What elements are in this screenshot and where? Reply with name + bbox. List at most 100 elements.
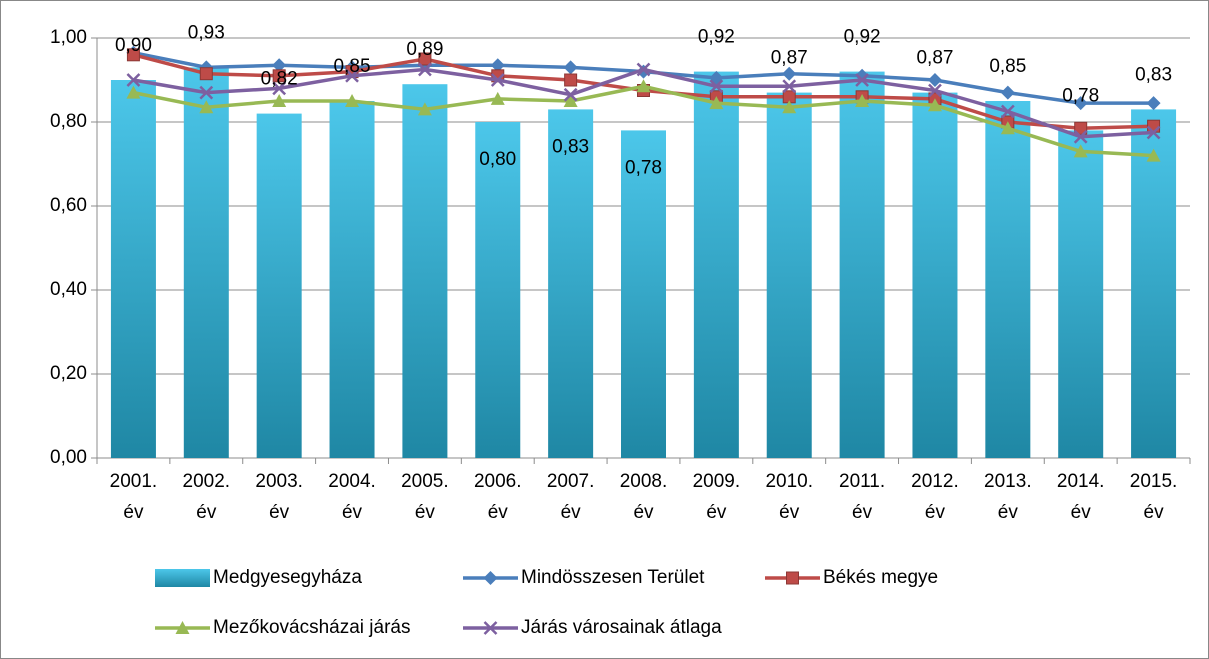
marker [1146,125,1161,140]
marker [490,91,505,105]
marker [636,62,651,77]
data-label: 0,80 [479,149,516,170]
y-tick-label: 0,00 [50,447,87,468]
marker [345,94,360,107]
data-label: 0,90 [115,35,152,56]
data-label: 0,78 [1062,85,1099,106]
y-tick-label: 1,00 [50,27,87,48]
bar [548,109,594,459]
marker [563,87,578,102]
bar [329,101,375,458]
marker [782,100,797,114]
marker [927,98,942,112]
marker [272,94,287,107]
legend-label: Mindösszesen Terület [521,567,705,588]
bar [839,71,885,458]
marker [418,62,432,77]
marker [1074,121,1088,135]
marker [709,96,724,110]
data-label: 0,89 [406,39,443,60]
legend-label: Békés megye [823,567,938,588]
bar [256,113,302,458]
bar [183,67,229,459]
marker [1146,148,1161,162]
data-label: 0,83 [1135,64,1172,85]
marker [1146,96,1161,111]
legend-label: Medgyesegyháza [213,567,362,588]
data-label: 0,82 [261,69,298,90]
data-label: 0,83 [552,136,589,157]
marker [417,102,432,116]
data-label: 0,85 [334,56,371,77]
marker [1147,119,1161,133]
x-tick-label: 2015. év [1129,471,1178,523]
x-tick-label: 2014. év [1056,471,1105,523]
y-tick-label: 0,20 [50,363,87,384]
marker [855,73,869,87]
x-tick-label: 2010. év [765,471,813,523]
data-label: 0,92 [698,27,735,48]
bar [110,80,156,458]
marker [636,64,651,79]
x-tick-label: 2013. év [984,471,1032,523]
data-label: 0,93 [188,22,225,43]
legend-swatch [155,569,210,587]
marker [199,85,214,100]
data-label: 0,78 [625,157,662,178]
marker [709,79,724,94]
bar [621,130,666,458]
marker [1000,104,1015,119]
legend-label: Járás városainak átlaga [521,617,722,638]
data-label: 0,92 [844,27,881,48]
marker [855,94,870,107]
bar [402,84,448,458]
y-tick-label: 0,40 [50,279,87,300]
marker [272,69,286,83]
marker [345,68,359,83]
marker [1000,121,1015,135]
marker [1073,144,1088,158]
bar [693,71,739,458]
marker [782,66,797,81]
marker [563,94,578,107]
data-label: 0,87 [771,48,808,69]
bar [1058,130,1104,458]
legend-marker [175,621,190,634]
marker [564,73,578,87]
marker [636,79,651,93]
x-tick-label: 2007. év [546,471,595,523]
data-label: 0,85 [989,56,1026,77]
marker [272,81,287,96]
marker [928,83,942,98]
marker [1073,129,1088,144]
marker [199,100,214,114]
marker [490,73,505,87]
marker [272,58,287,73]
x-tick-label: 2005. év [401,471,449,523]
marker [563,60,578,75]
marker [1073,96,1088,111]
y-tick-label: 0,60 [50,195,87,216]
legend-label: Mezőkovácsházai járás [213,617,410,638]
x-tick-label: 2002. év [182,471,231,523]
x-tick-label: 2004. év [328,471,376,523]
marker [927,73,942,87]
legend-marker [483,571,498,585]
marker [126,85,141,99]
x-tick-label: 2001. év [109,471,158,523]
legend-marker [786,571,799,585]
legend-marker [483,621,498,635]
x-tick-label: 2008. év [619,471,668,523]
bar [985,101,1031,458]
y-tick-label: 0,80 [50,111,87,132]
marker [418,52,432,66]
x-tick-label: 2009. év [692,471,741,523]
bar [475,122,521,458]
x-tick-label: 2003. év [255,471,303,523]
marker [126,73,141,87]
marker [126,48,140,62]
bar [912,92,958,458]
x-tick-label: 2011. év [839,471,886,523]
marker [490,58,505,73]
